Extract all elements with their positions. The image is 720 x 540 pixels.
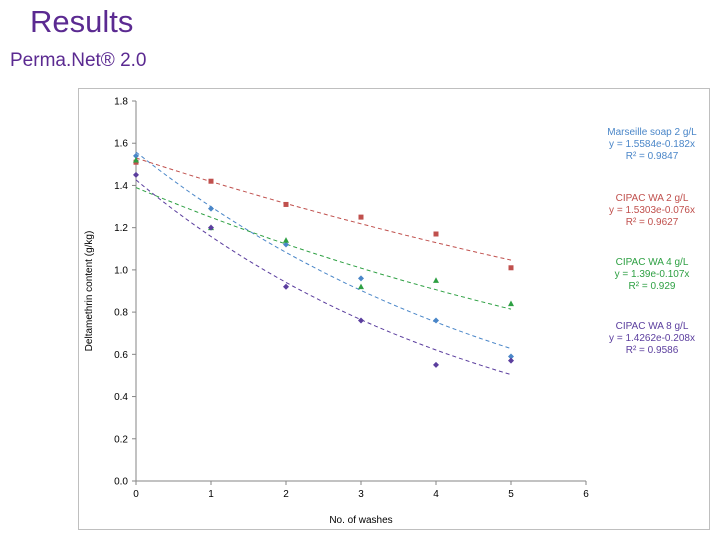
chart-svg: 0.0 0.2 0.4 0.6 0.8 1.0 1.2 1.4 1.6 1.8 0 1 2 3 4 5 6 Ma…	[84, 97, 697, 527]
data-point	[208, 205, 214, 212]
data-point	[508, 357, 514, 364]
data-point	[358, 275, 364, 282]
data-point	[208, 224, 214, 231]
legend-series-name: CIPAC WA 2 g/L	[616, 193, 689, 204]
data-point	[283, 283, 289, 290]
y-tick-label: 0.2	[114, 434, 128, 445]
legend-equation: y = 1.39e-0.107x	[615, 269, 690, 280]
legend-r2: R² = 0.929	[629, 281, 676, 292]
legend-equation: y = 1.4262e-0.208x	[609, 333, 695, 344]
legend-equation: y = 1.5303e-0.076x	[609, 205, 695, 216]
x-axis-title: No. of washes	[329, 515, 392, 526]
x-tick-label: 5	[508, 489, 514, 500]
y-axis-title: Deltamethrin content (g/kg)	[84, 231, 95, 352]
chart-legend: Marseille soap 2 g/Ly = 1.5584e-0.182xR²…	[607, 127, 697, 356]
data-point	[358, 214, 364, 220]
y-tick-label: 1.6	[114, 139, 128, 150]
legend-equation: y = 1.5584e-0.182x	[609, 139, 695, 150]
data-point	[433, 277, 439, 283]
data-point	[508, 265, 514, 271]
legend-r2: R² = 0.9627	[626, 217, 679, 228]
y-tick-label: 0.8	[114, 308, 128, 319]
data-markers	[133, 152, 514, 368]
data-point	[433, 231, 439, 237]
trendlines	[135, 151, 512, 376]
legend-series-name: Marseille soap 2 g/L	[607, 127, 697, 138]
trendline-3	[135, 187, 512, 310]
x-tick-label: 2	[283, 489, 289, 500]
data-point	[283, 201, 289, 207]
data-point	[433, 317, 439, 324]
legend-r2: R² = 0.9586	[626, 345, 679, 356]
trendline-4	[135, 179, 512, 376]
trendline-2	[135, 157, 512, 261]
x-tick-label: 3	[358, 489, 364, 500]
y-tick-label: 0.6	[114, 350, 128, 361]
y-tick-label: 0.0	[114, 477, 128, 488]
chart-frame: 0.0 0.2 0.4 0.6 0.8 1.0 1.2 1.4 1.6 1.8 0 1 2 3 4 5 6 Ma…	[78, 88, 710, 530]
data-point	[133, 152, 139, 159]
slide-subtitle: Perma.Net® 2.0	[10, 50, 147, 71]
data-point	[133, 156, 139, 163]
data-point	[283, 237, 289, 243]
x-tick-label: 0	[133, 489, 139, 500]
data-point	[433, 361, 439, 368]
legend-series-name: CIPAC WA 4 g/L	[616, 257, 689, 268]
data-point	[208, 178, 214, 184]
slide-title: Results	[30, 4, 134, 39]
data-point	[133, 171, 139, 178]
y-tick-label: 1.2	[114, 223, 128, 234]
y-tick-label: 1.4	[114, 181, 128, 192]
x-tick-label: 1	[208, 489, 214, 500]
data-point	[358, 283, 364, 290]
legend-series-name: CIPAC WA 8 g/L	[616, 321, 689, 332]
x-tick-label: 4	[433, 489, 439, 500]
x-tick-label: 6	[583, 489, 589, 500]
y-tick-label: 1.8	[114, 97, 128, 108]
data-point	[508, 353, 514, 360]
data-point	[283, 241, 289, 248]
trendline-1	[135, 151, 512, 350]
chart-axes: 0.0 0.2 0.4 0.6 0.8 1.0 1.2 1.4 1.6 1.8 0 1 2 3 4 5 6	[114, 97, 589, 501]
data-point	[358, 317, 364, 324]
y-tick-label: 1.0	[114, 265, 128, 276]
data-point	[508, 300, 514, 307]
y-tick-label: 0.4	[114, 392, 128, 403]
legend-r2: R² = 0.9847	[626, 151, 679, 162]
